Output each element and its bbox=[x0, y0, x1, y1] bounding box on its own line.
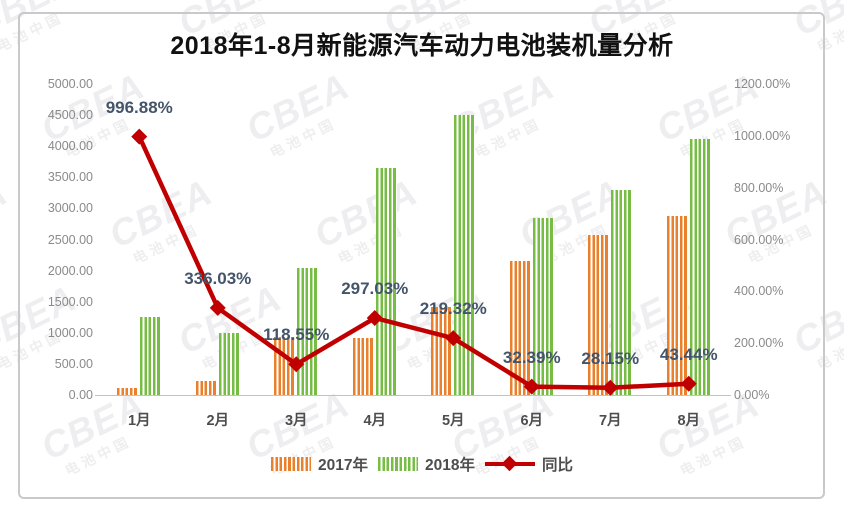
y-axis-right-tick: 0.00% bbox=[734, 388, 770, 402]
x-axis-label: 8月 bbox=[677, 413, 701, 429]
x-axis-label: 3月 bbox=[284, 413, 308, 429]
y-axis-right-tick: 400.00% bbox=[734, 284, 784, 299]
y-axis-left-tick: 1500.00 bbox=[47, 294, 93, 309]
y-axis-left-tick: 3000.00 bbox=[47, 201, 93, 216]
legend-swatch-icon bbox=[271, 457, 311, 471]
legend-line-icon bbox=[484, 455, 535, 472]
bar-2018年 bbox=[454, 114, 476, 395]
legend-item-同比: 同比 bbox=[484, 453, 573, 475]
bar-2017年 bbox=[509, 261, 531, 395]
bar-2017年 bbox=[666, 216, 688, 395]
bar-2017年 bbox=[431, 307, 453, 395]
line-data-label: 297.03% bbox=[341, 279, 409, 299]
x-axis-label: 2月 bbox=[206, 413, 230, 429]
y-axis-left-tick: 2500.00 bbox=[47, 232, 93, 247]
y-axis-right-tick: 800.00% bbox=[734, 180, 784, 195]
legend-label: 2017年 bbox=[318, 457, 368, 474]
y-axis-right-tick: 200.00% bbox=[734, 336, 784, 351]
legend-swatch-icon bbox=[377, 457, 418, 471]
x-axis-label: 4月 bbox=[363, 413, 387, 429]
line-data-label: 32.39% bbox=[502, 347, 561, 367]
y-axis-left-tick: 1000.00 bbox=[47, 325, 93, 340]
bar-2018年 bbox=[140, 316, 162, 395]
y-axis-right-tick: 1000.00% bbox=[734, 128, 791, 143]
x-axis-label: 5月 bbox=[441, 413, 465, 429]
bar-2017年 bbox=[274, 336, 296, 395]
bar-2018年 bbox=[218, 332, 240, 395]
legend-diamond-icon bbox=[501, 455, 518, 472]
bar-2017年 bbox=[352, 337, 374, 395]
legend: 2017年 2018年 同比 bbox=[0, 453, 844, 475]
y-axis-right-tick: 600.00% bbox=[734, 232, 784, 247]
y-axis-left-tick: 2000.00 bbox=[47, 263, 93, 278]
bar-2018年 bbox=[532, 217, 554, 395]
x-axis-label: 7月 bbox=[598, 413, 622, 429]
x-axis-label: 6月 bbox=[520, 413, 544, 429]
y-axis-left-tick: 0.00 bbox=[68, 388, 93, 402]
legend-label: 2018年 bbox=[424, 457, 475, 474]
y-axis-left-tick: 4000.00 bbox=[47, 139, 93, 154]
chart-title: 2018年1-8月新能源汽车动力电池装机量分析 bbox=[170, 32, 674, 60]
bar-2017年 bbox=[588, 235, 610, 395]
chart-frame bbox=[18, 12, 825, 499]
line-data-label: 336.03% bbox=[184, 268, 252, 288]
line-data-label: 28.15% bbox=[581, 348, 640, 368]
line-data-label: 219.32% bbox=[419, 299, 487, 319]
bar-2017年 bbox=[195, 380, 217, 395]
x-axis-line bbox=[95, 395, 731, 396]
line-data-label: 996.88% bbox=[105, 97, 173, 117]
y-axis-left-tick: 4500.00 bbox=[47, 108, 93, 123]
legend-label: 同比 bbox=[541, 457, 573, 474]
watermark-brand: CBEA bbox=[0, 171, 14, 256]
line-data-label: 43.44% bbox=[659, 344, 718, 364]
legend-item-2018年: 2018年 bbox=[377, 453, 475, 475]
y-axis-left-tick: 5000.00 bbox=[47, 77, 93, 91]
y-axis-left-tick: 3500.00 bbox=[47, 170, 93, 185]
bar-2017年 bbox=[117, 387, 139, 395]
x-axis-label: 1月 bbox=[127, 413, 151, 429]
y-axis-left-tick: 500.00 bbox=[54, 356, 93, 371]
line-data-label: 118.55% bbox=[263, 325, 330, 345]
legend-item-2017年: 2017年 bbox=[271, 453, 368, 475]
y-axis-right-tick: 1200.00% bbox=[734, 77, 791, 91]
bar-2018年 bbox=[689, 138, 711, 395]
